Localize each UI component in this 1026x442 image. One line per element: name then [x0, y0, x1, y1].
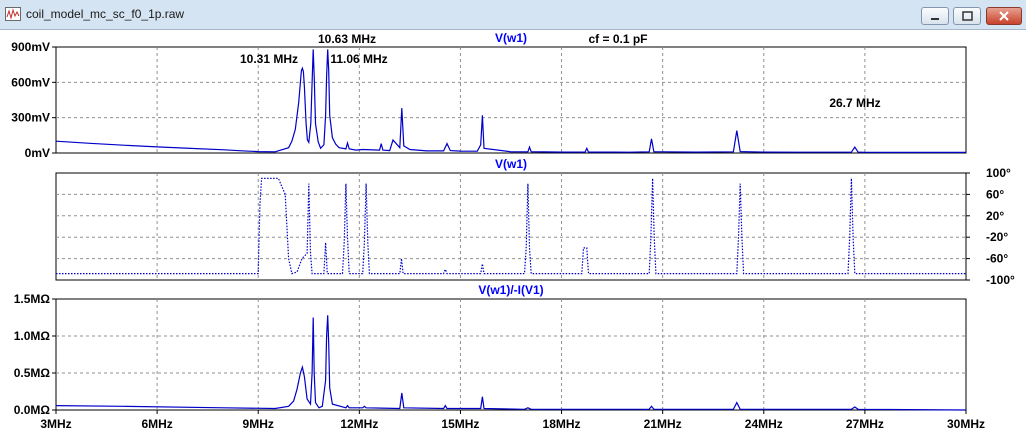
y-tick-label: 900mV [11, 40, 50, 54]
y-tick-label: 100° [986, 166, 1011, 180]
x-tick-label: 12MHz [340, 417, 378, 431]
y-tick-label: 0.5MΩ [14, 366, 51, 380]
y-tick-label: 0mV [25, 146, 50, 160]
pane-2-frame [55, 172, 967, 281]
minimize-icon [931, 18, 939, 20]
x-tick-label: 15MHz [441, 417, 479, 431]
title-bar: coil_model_mc_sc_f0_1p.raw [0, 0, 1026, 30]
close-button[interactable] [986, 7, 1022, 25]
x-tick-label: 30MHz [947, 417, 985, 431]
trace-line [56, 177, 966, 275]
annotation-peak-10-63: 10.63 MHz [318, 32, 376, 46]
pane-3-frame [55, 298, 967, 411]
pane-1-title: V(w1) [495, 31, 527, 45]
y-tick-label: 60° [986, 187, 1004, 201]
y-tick-label: 600mV [11, 75, 50, 89]
x-tick-label: 21MHz [644, 417, 682, 431]
pane-2-title: V(w1) [495, 157, 527, 171]
pane-3-title: V(w1)/-I(V1) [478, 283, 543, 297]
y-tick-label: -60° [986, 252, 1008, 266]
trace-line [55, 49, 966, 154]
y-tick-label: 20° [986, 209, 1004, 223]
trace-line [55, 315, 967, 411]
waveform-app-icon [5, 7, 21, 21]
window-title: coil_model_mc_sc_f0_1p.raw [26, 7, 185, 21]
annotation-cf: cf = 0.1 pF [588, 32, 647, 46]
plot-area: 900mV 600mV 300mV 0mV V(w1) 100° 60° 20° -20° -60… [0, 30, 1026, 442]
annotation-peak-10-31: 10.31 MHz [240, 52, 298, 66]
annotation-peak-11-06: 11.06 MHz [330, 52, 387, 66]
pane-1-frame [55, 46, 967, 154]
x-tick-label: 27MHz [846, 417, 884, 431]
maximize-icon [962, 11, 973, 21]
minimize-button[interactable] [921, 7, 949, 25]
close-icon [999, 11, 1009, 21]
x-tick-label: 24MHz [745, 417, 783, 431]
y-tick-label: 0.0MΩ [14, 403, 51, 417]
maximize-button[interactable] [953, 7, 981, 25]
y-tick-label: -20° [986, 230, 1008, 244]
x-tick-label: 3MHz [40, 417, 71, 431]
y-tick-label: -100° [986, 273, 1015, 287]
y-tick-label: 1.0MΩ [14, 329, 51, 343]
x-tick-label: 9MHz [243, 417, 274, 431]
y-tick-label: 1.5MΩ [14, 292, 51, 306]
chart-canvas: 900mV 600mV 300mV 0mV V(w1) 100° 60° 20° -20° -60… [11, 31, 1015, 431]
annotation-peak-26-7: 26.7 MHz [829, 96, 880, 110]
x-tick-label: 6MHz [141, 417, 172, 431]
y-tick-label: 300mV [11, 111, 50, 125]
x-tick-label: 18MHz [543, 417, 581, 431]
